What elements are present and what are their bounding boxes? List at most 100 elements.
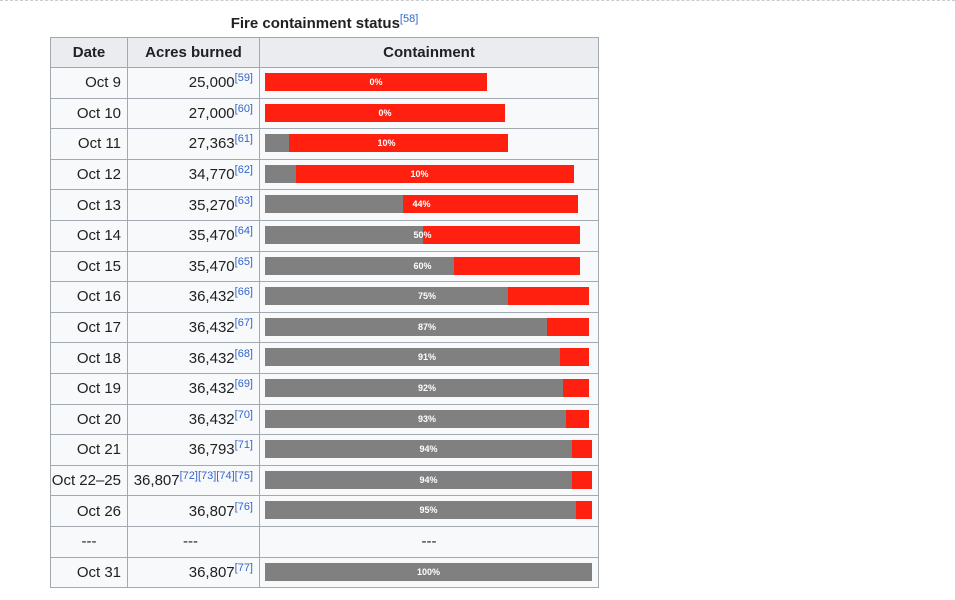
containment-bar: 75% <box>265 287 589 306</box>
containment-bar: 0% <box>265 73 487 91</box>
citation-link[interactable]: [77] <box>234 561 253 574</box>
containment-cell: 87% <box>259 311 599 344</box>
acres-value: 27,363 <box>188 135 235 153</box>
table-row: --- --- --- <box>50 525 599 558</box>
containment-percent-label: 0% <box>369 77 383 87</box>
active-segment <box>576 501 592 520</box>
citation-link[interactable]: [63] <box>234 194 253 207</box>
acres-value: --- <box>183 533 198 551</box>
containment-cell: 94% <box>259 434 599 466</box>
acres-value: 36,793 <box>188 441 235 459</box>
citation-link[interactable]: [60] <box>234 102 253 115</box>
acres-cell: 36,432[67] <box>127 311 260 344</box>
table-row: Oct 14 35,470[64] 50% <box>50 219 599 252</box>
containment-bar: 91% <box>265 348 589 367</box>
active-segment <box>508 287 589 306</box>
containment-bar: 93% <box>265 409 589 428</box>
containment-percent-label: 91% <box>417 352 436 363</box>
caption-title: Fire containment status <box>230 15 400 32</box>
containment-cell: 75% <box>259 281 599 313</box>
citation-link[interactable]: [70] <box>234 408 253 421</box>
containment-percent-label: 75% <box>417 291 436 302</box>
contained-segment <box>265 562 592 581</box>
containment-percent-label: 10% <box>410 168 429 179</box>
date-cell: Oct 22–25 <box>50 464 128 497</box>
acres-cell: 36,807[77] <box>127 556 260 589</box>
citation-link[interactable]: [66] <box>234 286 253 299</box>
active-segment <box>265 103 505 122</box>
citation-link[interactable]: [68] <box>234 347 253 360</box>
containment-bar: 10% <box>265 134 508 153</box>
header-acres-burned: Acres burned <box>127 37 260 68</box>
containment-bar: 95% <box>265 501 592 520</box>
containment-percent-label: 100% <box>416 566 441 577</box>
header-containment: Containment <box>259 37 599 68</box>
top-divider <box>0 0 955 1</box>
header-date: Date <box>50 37 128 68</box>
citation-link[interactable]: [71] <box>234 439 253 452</box>
acres-cell: 36,807[76] <box>127 495 260 527</box>
citation-link[interactable]: [67] <box>234 317 253 330</box>
citation-link[interactable]: [76] <box>234 500 253 513</box>
date-cell: Oct 26 <box>50 495 128 527</box>
citation-link[interactable]: [61] <box>234 133 253 146</box>
contained-segment <box>265 195 403 214</box>
citation-link[interactable]: [65] <box>234 255 253 268</box>
containment-cell: 100% <box>259 556 599 589</box>
table-caption: Fire containment status[58] <box>50 14 599 34</box>
contained-segment <box>265 134 289 153</box>
containment-bar: 94% <box>265 470 592 489</box>
contained-segment <box>265 225 423 244</box>
containment-cell: 92% <box>259 372 599 405</box>
table-row: Oct 9 25,000[59] 0% <box>50 67 599 99</box>
contained-segment <box>265 470 572 489</box>
acres-value: 36,432 <box>188 319 235 337</box>
containment-bar: 92% <box>265 378 589 397</box>
table-body: Oct 9 25,000[59] 0% Oct 10 27,000[60] 0% Oct 1… <box>50 67 599 589</box>
citation-link[interactable]: [69] <box>234 378 253 391</box>
date-cell: Oct 15 <box>50 250 128 283</box>
containment-bar: 94% <box>265 440 592 459</box>
table-row: Oct 22–25 36,807[72][73][74][75] 94% <box>50 464 599 497</box>
active-segment <box>572 470 592 489</box>
acres-cell: 36,432[70] <box>127 403 260 436</box>
active-segment <box>265 73 487 91</box>
acres-value: 35,470 <box>188 257 235 275</box>
active-segment <box>423 225 580 244</box>
table-row: Oct 31 36,807[77] 100% <box>50 556 599 589</box>
containment-cell: 0% <box>259 67 599 99</box>
table-row: Oct 18 36,432[68] 91% <box>50 342 599 374</box>
acres-cell: 35,470[64] <box>127 219 260 252</box>
acres-value: 36,807 <box>188 502 235 520</box>
containment-percent-label: 94% <box>419 474 438 485</box>
acres-cell: 36,432[66] <box>127 281 260 313</box>
citation-link[interactable]: [72][73][74][75] <box>179 470 253 483</box>
contained-segment <box>265 501 576 520</box>
date-cell: Oct 31 <box>50 556 128 589</box>
acres-value: 27,000 <box>188 104 235 122</box>
acres-cell: 35,470[65] <box>127 250 260 283</box>
acres-value: 36,432 <box>188 410 235 428</box>
date-cell: Oct 18 <box>50 342 128 374</box>
acres-cell: 36,432[69] <box>127 372 260 405</box>
table-row: Oct 17 36,432[67] 87% <box>50 311 599 344</box>
acres-value: 34,770 <box>188 166 235 184</box>
containment-placeholder: --- <box>421 533 437 551</box>
containment-bar: 50% <box>265 225 580 244</box>
containment-percent-label: 44% <box>412 199 431 210</box>
containment-percent-label: 0% <box>378 107 392 118</box>
containment-cell: 60% <box>259 250 599 283</box>
table-row: Oct 11 27,363[61] 10% <box>50 128 599 160</box>
containment-cell: 94% <box>259 464 599 497</box>
caption-citation-link[interactable]: [58] <box>399 13 419 25</box>
citation-link[interactable]: [62] <box>234 164 253 177</box>
table-row: Oct 10 27,000[60] 0% <box>50 97 599 130</box>
containment-percent-label: 93% <box>417 413 436 424</box>
citation-link[interactable]: [59] <box>234 72 253 85</box>
citation-link[interactable]: [64] <box>234 225 253 238</box>
table-row: Oct 26 36,807[76] 95% <box>50 495 599 527</box>
containment-bar: 87% <box>265 317 589 336</box>
date-cell: Oct 14 <box>50 219 128 252</box>
date-cell: --- <box>50 525 128 558</box>
containment-cell: 44% <box>259 189 599 221</box>
